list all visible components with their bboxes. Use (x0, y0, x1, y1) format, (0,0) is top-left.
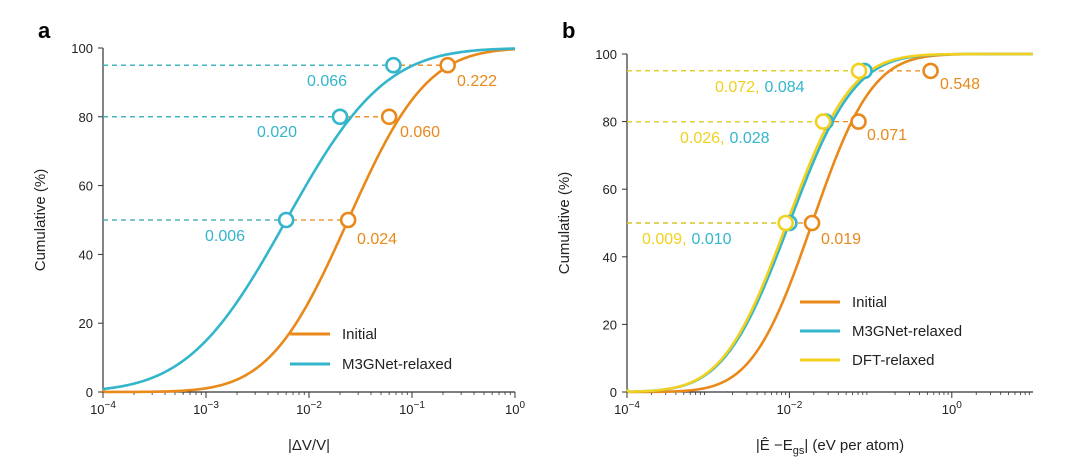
data-point-marker (850, 113, 867, 130)
panel-label: a (38, 18, 51, 43)
annotation-label: 0.009, 0.010 (642, 231, 732, 248)
y-tick-label: 80 (79, 110, 93, 125)
x-tick-label: 100 (942, 400, 962, 417)
data-point-marker (439, 56, 456, 74)
data-point-marker (385, 56, 402, 74)
annotation-label: 0.024 (357, 231, 397, 248)
y-tick-label: 40 (79, 247, 93, 262)
legend-label: Initial (342, 326, 377, 343)
annotation-label: 0.020 (257, 124, 297, 141)
series-line-dft-relaxed (625, 52, 1033, 394)
x-tick-label: 10−3 (193, 400, 219, 417)
x-tick-label: 10−4 (90, 400, 116, 417)
annotation-label: 0.066 (307, 73, 347, 90)
y-axis-label: Cumulative (%) (32, 169, 49, 272)
annotation-label: 0.222 (457, 73, 497, 90)
y-tick-label: 80 (603, 115, 617, 130)
y-tick-label: 40 (603, 250, 617, 265)
y-tick-label: 0 (86, 385, 93, 400)
annotation-label: 0.072, 0.084 (715, 79, 805, 96)
series-line-m3gnet-relaxed (625, 52, 1033, 394)
y-tick-label: 60 (603, 182, 617, 197)
panel-a: a 0 20 40 60 80 100 10−4 10−3 10−2 10−1 100 Cumulati… (32, 18, 525, 454)
y-tick-label: 100 (71, 41, 93, 56)
y-axis-label: Cumulative (%) (556, 172, 573, 275)
data-point-marker (814, 113, 832, 130)
series-line-initial (101, 47, 516, 394)
data-point-marker (380, 108, 398, 126)
data-point-marker (277, 211, 295, 229)
annotation-label: 0.071 (867, 127, 907, 144)
annotation-label: 0.019 (821, 231, 861, 248)
y-tick-label: 20 (79, 316, 93, 331)
data-point-marker (331, 108, 349, 126)
data-point-marker (803, 214, 821, 232)
annotation-label: 0.026, 0.028 (680, 130, 770, 147)
annotation-label: 0.060 (400, 124, 440, 141)
legend-label: M3GNet-relaxed (852, 323, 962, 340)
x-tick-label: 10−4 (614, 400, 640, 417)
series-line-m3gnet-relaxed (102, 47, 516, 391)
data-point-marker (850, 62, 868, 80)
y-tick-label: 20 (603, 317, 617, 332)
x-tick-label: 100 (505, 400, 525, 417)
x-axis-label: |Ê −Egs| (eV per atom) (756, 437, 904, 457)
data-point-marker (922, 62, 939, 80)
y-tick-label: 0 (610, 385, 617, 400)
x-tick-label: 10−1 (399, 400, 425, 417)
y-tick-label: 100 (595, 47, 617, 62)
panel-b: b 0 20 40 60 80 100 10−4 10−2 100 Cumulative (%) |Ê… (556, 18, 1033, 457)
legend-label: Initial (852, 294, 887, 311)
annotation-label: 0.548 (940, 76, 980, 93)
panel-label: b (562, 18, 575, 43)
x-tick-label: 10−2 (296, 400, 322, 417)
legend-label: DFT-relaxed (852, 352, 935, 369)
x-tick-label: 10−2 (776, 400, 802, 417)
data-point-marker (339, 211, 357, 229)
data-point-marker (777, 214, 794, 232)
series-line-initial (625, 52, 1033, 394)
x-axis-label: |ΔV/V| (288, 437, 330, 454)
annotation-label: 0.006 (205, 228, 245, 245)
y-tick-label: 60 (79, 179, 93, 194)
legend-label: M3GNet-relaxed (342, 356, 452, 373)
